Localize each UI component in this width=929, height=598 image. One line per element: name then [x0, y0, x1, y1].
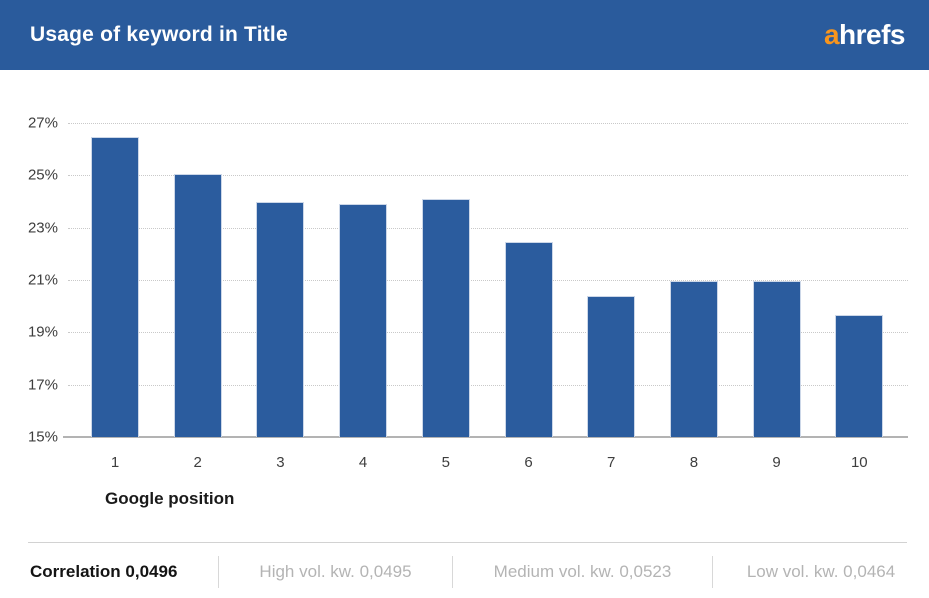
x-tick-label: 8 [689, 454, 699, 471]
x-tick-label: 7 [607, 454, 616, 471]
bar-position-9 [752, 281, 801, 437]
footer-row: Correlation 0,0496 High vol. kw. 0,0495 … [0, 542, 929, 598]
header-bar: Usage of keyword in Title ahrefs [0, 0, 929, 70]
bar-position-3 [256, 201, 305, 437]
y-tick-label: 15% [27, 428, 58, 446]
x-tick-label: 2 [193, 454, 202, 471]
gridline [68, 280, 908, 281]
x-tick-label: 4 [358, 454, 368, 471]
ahrefs-logo: ahrefs [823, 19, 906, 50]
plot-area [63, 123, 908, 438]
x-tick-label: 6 [524, 454, 533, 471]
bar-position-2 [173, 174, 222, 437]
bar-position-7 [587, 295, 636, 437]
bar-chart: 15% 17% 19% 21% 23% 25% 27% 1 2 3 4 5 6 7 8 9 10 Google… [0, 70, 929, 542]
correlation-medium-vol: Medium vol. kw. 0,0523 [493, 562, 672, 581]
footer-divider [712, 556, 713, 588]
footer-divider [218, 556, 219, 588]
y-tick-label: 19% [27, 323, 58, 341]
x-tick-label: 5 [441, 454, 450, 471]
x-axis-labels: 1 2 3 4 5 6 7 8 9 10 [68, 454, 908, 474]
x-tick-label: 3 [276, 454, 285, 471]
gridline [68, 384, 908, 386]
x-tick-label: 1 [110, 454, 120, 471]
y-tick-label: 25% [27, 166, 58, 184]
gridline [68, 332, 908, 334]
x-axis-line [63, 436, 908, 438]
y-tick-label: 27% [27, 114, 58, 132]
footer-separator-line [28, 542, 907, 543]
footer-divider [452, 556, 453, 588]
gridline [68, 175, 908, 177]
x-axis-title: Google position [105, 489, 235, 508]
y-tick-label: 17% [27, 376, 58, 394]
logo-text-hrefs: hrefs [839, 19, 905, 50]
y-tick-label: 21% [27, 271, 58, 289]
bar-position-10 [835, 315, 884, 437]
bar-position-4 [339, 204, 388, 437]
correlation-high-vol: High vol. kw. 0,0495 [259, 562, 412, 581]
x-tick-label: 10 [850, 454, 868, 471]
gridline [68, 123, 908, 124]
bar-position-6 [504, 242, 553, 437]
correlation-overall: Correlation 0,0496 [30, 562, 178, 581]
bar-position-8 [669, 281, 718, 437]
correlation-low-vol: Low vol. kw. 0,0464 [746, 562, 896, 581]
footer-stats: Correlation 0,0496 High vol. kw. 0,0495 … [0, 542, 929, 598]
y-tick-label: 23% [27, 219, 58, 237]
logo-letter-a: a [823, 19, 840, 50]
bar-position-5 [421, 198, 470, 437]
x-tick-label: 9 [772, 454, 781, 471]
bar-position-1 [91, 137, 139, 437]
y-axis-labels: 15% 17% 19% 21% 23% 25% 27% [0, 115, 58, 446]
page-title: Usage of keyword in Title [30, 23, 288, 46]
gridline [68, 227, 908, 229]
